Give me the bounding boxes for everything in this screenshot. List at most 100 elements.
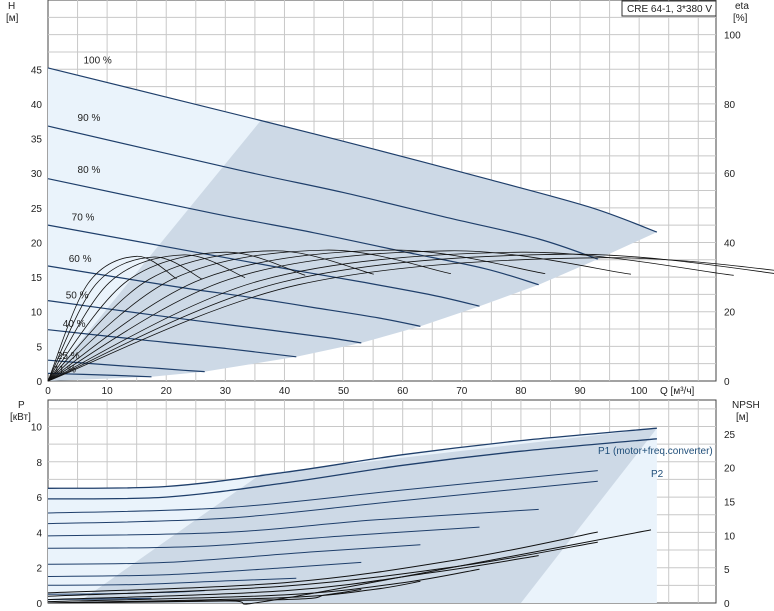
npsh-curve [47, 531, 598, 594]
speed-curve [47, 178, 539, 286]
speed-curve-label: 80 % [78, 165, 101, 176]
y-tick-label: 0 [36, 377, 42, 388]
x-tick-label: 40 [279, 386, 291, 397]
bottom-y-tick-label: 6 [36, 493, 42, 504]
y-right-tick-label: 20 [724, 308, 736, 319]
bottom-y-right-tick-label: 0 [724, 599, 730, 610]
y-tick-label: 10 [31, 308, 43, 319]
series-label-p2: P2 [651, 469, 664, 480]
top-ylabel-right-line-1: eta [735, 1, 749, 12]
y-right-tick-label: 0 [724, 377, 730, 388]
y-tick-label: 45 [31, 65, 43, 76]
x-tick-label: 90 [574, 386, 586, 397]
dark-power-area [77, 428, 657, 603]
speed-curve [47, 67, 658, 233]
speed-power-curve [47, 480, 598, 525]
bottom-y-tick-label: 2 [36, 564, 42, 575]
speed-curve-label: 50 % [66, 291, 89, 302]
x-tick-label: 10 [102, 386, 114, 397]
speed-curve [47, 372, 152, 378]
speed-curve-label: 70 % [72, 212, 95, 223]
bottom-y-tick-label: 10 [31, 422, 43, 433]
x-tick-label: 100 [631, 386, 648, 397]
npsh-curve [47, 541, 598, 597]
speed-power-curve [47, 561, 362, 577]
y-tick-label: 35 [31, 135, 43, 146]
bottom-ylabel-right-line-1: NPSH [732, 400, 760, 411]
bottom-y-right-tick-label: 20 [724, 464, 736, 475]
y-tick-label: 15 [31, 273, 43, 284]
speed-curve [47, 359, 205, 373]
bottom-y-right-tick-label: 5 [724, 565, 730, 576]
bottom-y-right-tick-label: 15 [724, 498, 736, 509]
bottom-operating-area [48, 428, 657, 603]
y-tick-label: 25 [31, 204, 43, 215]
bottom-ylabel-right-line-2: [м] [736, 412, 749, 423]
efficiency-curve [47, 250, 631, 382]
y-tick-label: 30 [31, 169, 43, 180]
x-tick-label: 30 [220, 386, 232, 397]
speed-curve [47, 125, 598, 260]
speed-curve [47, 265, 421, 327]
top-operating-area [48, 67, 657, 382]
top-curves: 100 %90 %80 %70 %60 %50 %40 %25 %11 % [47, 56, 774, 382]
y-right-tick-label: 40 [724, 238, 736, 249]
y-tick-label: 20 [31, 238, 43, 249]
y-right-tick-label: 80 [724, 100, 736, 111]
x-tick-label: 0 [45, 386, 51, 397]
speed-curve-label: 100 % [83, 56, 111, 67]
speed-curve [47, 300, 362, 344]
x-tick-label: 20 [161, 386, 173, 397]
bottom-ylabel-line-1: P [18, 400, 25, 411]
y-tick-label: 5 [36, 342, 42, 353]
efficiency-curve [47, 251, 734, 382]
speed-power-curve [47, 577, 297, 586]
efficiency-curve [47, 257, 774, 382]
speed-power-curve [47, 508, 539, 537]
series-label-p1: P1 (motor+freq.converter) [598, 446, 713, 457]
top-xlabel: Q [м³/ч] [660, 386, 695, 397]
y-right-tick-label: 60 [724, 169, 736, 180]
bottom-y-tick-label: 0 [36, 599, 42, 610]
efficiency-curve [47, 255, 177, 382]
speed-curve-label: 40 % [63, 319, 86, 330]
speed-curve [47, 329, 297, 358]
power-series-line [47, 438, 657, 500]
top-ylabel-line-2: [м] [6, 13, 19, 24]
y-tick-label: 40 [31, 100, 43, 111]
chart-title: CRE 64-1, 3*380 V [627, 4, 712, 15]
top-ylabel-right-line-2: [%] [733, 13, 748, 24]
chart-title-box [621, 0, 717, 17]
speed-power-curve [47, 526, 480, 549]
efficiency-curve [47, 254, 246, 382]
x-tick-label: 70 [456, 386, 468, 397]
npsh-curve [47, 580, 421, 604]
speed-curve-label: 25 % [57, 351, 80, 362]
efficiency-curve [47, 249, 451, 382]
speed-curve-label: 60 % [69, 254, 92, 265]
x-tick-label: 50 [338, 386, 350, 397]
npsh-curve [47, 555, 539, 601]
bottom-y-tick-label: 8 [36, 458, 42, 469]
bottom-y-right-tick-label: 10 [724, 531, 736, 542]
bottom-ylabel-line-2: [кВт] [10, 412, 31, 423]
top-ylabel-line-1: H [8, 1, 15, 12]
efficiency-curve [47, 250, 374, 382]
y-right-tick-label: 100 [724, 31, 741, 42]
efficiency-curve [47, 256, 203, 382]
speed-power-curve [47, 470, 598, 514]
speed-power-curve [47, 544, 421, 565]
x-tick-label: 80 [515, 386, 527, 397]
efficiency-curve [47, 251, 306, 382]
speed-curve [47, 224, 480, 307]
efficiency-curve [47, 249, 546, 382]
bottom-curves [47, 427, 657, 605]
power-series-line [47, 427, 657, 489]
x-tick-label: 60 [397, 386, 409, 397]
efficiency-curve [47, 253, 774, 382]
bottom-y-right-tick-label: 25 [724, 430, 736, 441]
bottom-y-tick-label: 4 [36, 528, 42, 539]
speed-curve-label: 90 % [78, 113, 101, 124]
npsh-curve [47, 529, 652, 605]
